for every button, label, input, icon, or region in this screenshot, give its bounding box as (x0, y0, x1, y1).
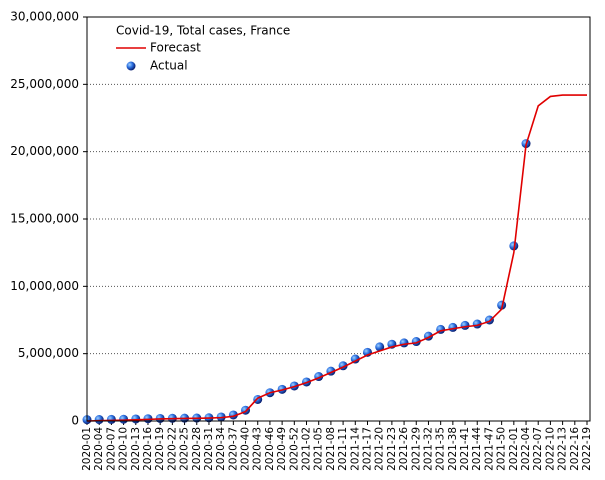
data-point (119, 414, 129, 424)
legend-label: Actual (150, 59, 188, 73)
legend-marker (126, 61, 136, 71)
chart-title: Covid-19, Total cases, France (116, 24, 290, 38)
x-tick-label: 2022-10 (544, 427, 556, 471)
x-tick-label: 2021-11 (337, 427, 349, 471)
x-tick-label: 2020-52 (288, 427, 300, 471)
y-tick-label: 0 (71, 414, 79, 428)
x-tick-label: 2020-34 (215, 427, 227, 471)
x-tick-label: 2021-17 (361, 427, 373, 471)
x-tick-label: 2020-25 (179, 427, 191, 471)
x-tick-label: 2021-29 (410, 427, 422, 471)
x-tick-label: 2022-07 (532, 427, 544, 471)
x-tick-label: 2022-04 (520, 427, 532, 471)
y-tick-label: 10,000,000 (10, 279, 79, 293)
data-point (106, 414, 116, 424)
data-point (94, 415, 104, 425)
y-tick-label: 15,000,000 (10, 212, 79, 226)
legend-label: Forecast (150, 41, 201, 55)
x-tick-label: 2020-40 (240, 427, 252, 471)
x-tick-label: 2020-31 (203, 427, 215, 471)
plot-frame (86, 16, 591, 422)
data-point (375, 342, 385, 352)
x-tick-label: 2020-46 (264, 427, 276, 471)
forecast-line (86, 94, 587, 422)
data-point (399, 338, 409, 348)
y-tick-label: 25,000,000 (10, 77, 79, 91)
x-tick-label: 2021-05 (313, 427, 325, 471)
y-tick-label: 30,000,000 (10, 10, 79, 24)
x-tick-label: 2020-01 (81, 427, 93, 471)
x-tick-label: 2021-14 (349, 427, 361, 471)
x-tick-label: 2020-04 (93, 427, 105, 471)
x-tick-label: 2021-32 (422, 427, 434, 471)
y-tick-label: 20,000,000 (10, 144, 79, 158)
x-tick-label: 2022-19 (581, 427, 593, 471)
x-tick-label: 2021-35 (435, 427, 447, 471)
x-tick-label: 2020-49 (276, 427, 288, 471)
x-tick-label: 2020-16 (142, 427, 154, 471)
x-tick-label: 2021-41 (459, 427, 471, 471)
x-tick-label: 2021-26 (398, 427, 410, 471)
x-tick-label: 2020-43 (252, 427, 264, 471)
x-tick-label: 2020-07 (105, 427, 117, 471)
x-tick-label: 2022-13 (557, 427, 569, 471)
x-tick-label: 2020-19 (154, 427, 166, 471)
x-tick-label: 2021-38 (447, 427, 459, 471)
x-tick-label: 2020-22 (166, 427, 178, 471)
x-tick-label: 2021-02 (301, 427, 313, 471)
x-tick-label: 2020-13 (130, 427, 142, 471)
x-tick-label: 2020-10 (118, 427, 130, 471)
y-tick-label: 5,000,000 (18, 346, 79, 360)
x-tick-label: 2021-50 (496, 427, 508, 471)
data-point (460, 320, 470, 330)
data-point (497, 300, 507, 310)
data-point (448, 322, 458, 332)
x-tick-label: 2021-44 (471, 427, 483, 471)
x-tick-label: 2022-16 (569, 427, 581, 471)
x-tick-label: 2021-20 (374, 427, 386, 471)
x-tick-label: 2021-47 (483, 427, 495, 471)
x-tick-label: 2021-23 (386, 427, 398, 471)
x-tick-label: 2020-37 (227, 427, 239, 471)
x-tick-label: 2020-28 (191, 427, 203, 471)
x-tick-label: 2021-08 (325, 427, 337, 471)
x-tick-label: 2022-01 (508, 427, 520, 471)
